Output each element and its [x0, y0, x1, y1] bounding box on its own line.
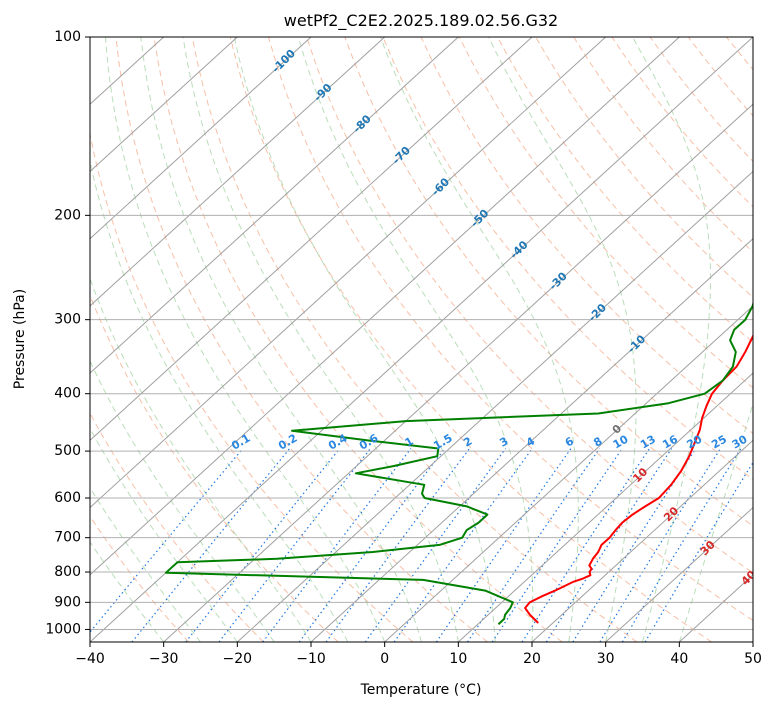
dry-adiabat [90, 131, 414, 642]
mixing-ratio-line [644, 461, 753, 642]
dry-adiabat [306, 37, 753, 574]
dry-adiabat [115, 37, 488, 642]
mixing-ratio-line [599, 448, 722, 642]
isotherm-line [457, 372, 753, 642]
isotherm-line [90, 37, 753, 642]
moist-adiabat [678, 401, 753, 642]
isotherm-line [90, 37, 680, 576]
isotherm-line [90, 37, 607, 509]
x-tick-label: 50 [744, 651, 762, 667]
y-tick-label: 700 [54, 530, 81, 546]
x-axis-label: Temperature (°C) [360, 682, 482, 698]
y-tick-label: 200 [54, 207, 81, 223]
dry-adiabat [765, 37, 775, 642]
chart-title: wetPf2_C2E2.2025.189.02.56.G32 [284, 11, 558, 31]
isotherm-line [310, 237, 753, 642]
dry-adiabat [496, 37, 753, 344]
y-tick-label: 1000 [45, 621, 81, 637]
y-tick-label: 800 [54, 564, 81, 580]
dry-adiabat [90, 293, 339, 642]
dry-adiabat [382, 37, 753, 481]
moist-adiabat [488, 37, 637, 642]
isotherm-line [90, 37, 238, 173]
isotherm-line [90, 37, 533, 442]
dewpoint-profile [165, 301, 753, 625]
dry-adiabat [268, 37, 753, 622]
moist-adiabat [90, 158, 349, 642]
isotherm-line [384, 305, 753, 642]
y-tick-label: 600 [54, 490, 81, 506]
isotherm-line [752, 641, 753, 642]
x-tick-label: 40 [670, 651, 688, 667]
moist-adiabat [632, 37, 711, 642]
y-axis-label: Pressure (hPa) [12, 289, 28, 389]
moist-adiabat [182, 37, 459, 642]
isotherm-line [90, 37, 312, 240]
mixing-ratio-line [218, 448, 371, 642]
mixing-ratio-line [621, 448, 742, 642]
isotherm-line [236, 170, 753, 642]
x-tick-label: 20 [523, 651, 541, 667]
axes: −40 −30 −20 −10 0 10 20 30 40 50 100 200 300 400 500 60… [45, 29, 762, 667]
x-tick-label: 10 [449, 651, 467, 667]
x-tick-label: −40 [75, 651, 105, 667]
x-tick-label: −30 [149, 651, 179, 667]
dry-adiabat [191, 37, 638, 642]
dry-adiabat [153, 37, 563, 642]
isotherm-line [90, 37, 386, 307]
profiles [165, 301, 753, 625]
y-tick-label: 900 [54, 594, 81, 610]
background-lines [90, 37, 775, 642]
isotherm-line [163, 103, 753, 642]
plot-frame [89, 36, 754, 643]
y-tick-label: 400 [54, 386, 81, 402]
y-tick-label: 100 [54, 29, 81, 45]
mixing-ratio-line [521, 448, 651, 642]
y-tick-label: 300 [54, 312, 81, 328]
mixing-ratio-line [572, 448, 697, 642]
dry-adiabat [90, 515, 190, 642]
isotherm-line [605, 506, 753, 642]
mixing-ratio-line [545, 448, 673, 642]
moist-adiabat [140, 37, 422, 642]
isotherm-line [90, 37, 459, 374]
moist-adiabat [90, 540, 165, 642]
mixing-ratio-line [262, 448, 412, 642]
mixing-ratio-label: 36 [750, 432, 770, 451]
mixing-ratio-line [90, 448, 244, 633]
y-tick-label: 500 [54, 443, 81, 459]
dry-adiabat [535, 37, 753, 298]
x-tick-label: 30 [597, 651, 615, 667]
x-tick-label: −10 [296, 651, 326, 667]
mixing-ratio-line [435, 448, 572, 642]
temperature-profile [524, 333, 753, 624]
moist-adiabat [233, 37, 496, 642]
x-tick-label: −20 [223, 651, 253, 667]
moist-adiabat [105, 37, 386, 642]
mixing-ratio-line [467, 448, 600, 642]
mixing-ratio-line [325, 448, 470, 642]
x-tick-label: 0 [380, 651, 389, 667]
moist-adiabat [380, 37, 579, 642]
isotherm-line [531, 439, 753, 642]
dry-adiabat [90, 412, 264, 642]
moist-adiabat [90, 427, 238, 642]
moist-adiabat [90, 486, 201, 642]
moist-adiabat [90, 359, 275, 642]
